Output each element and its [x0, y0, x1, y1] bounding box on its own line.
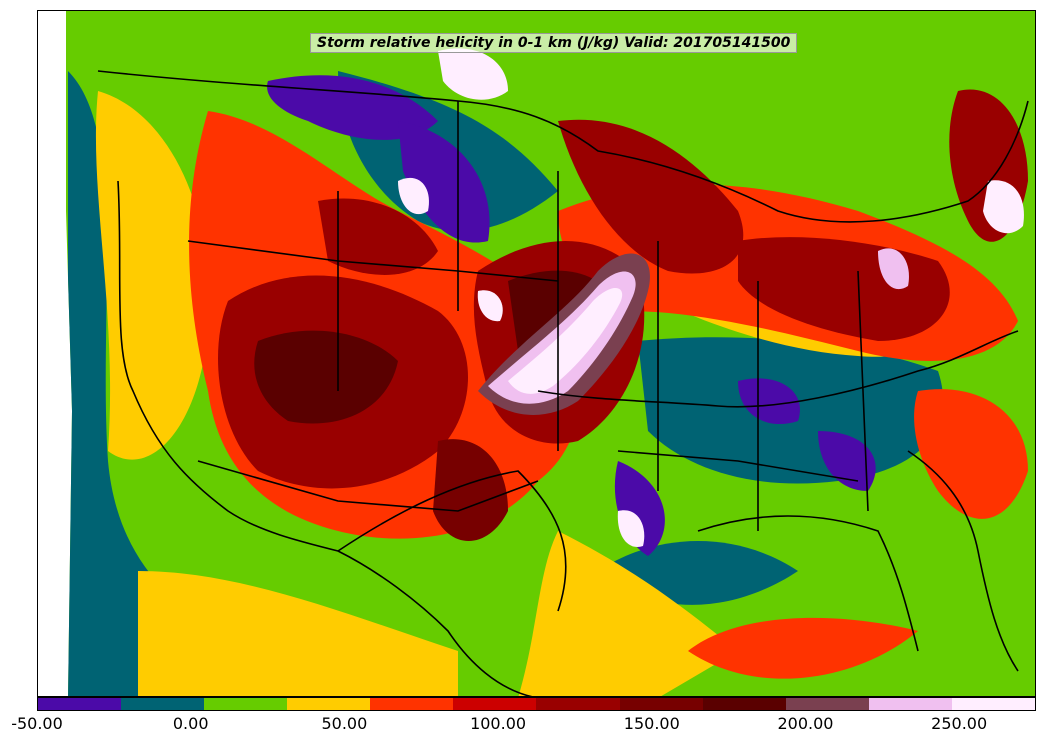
field-teal-west — [68, 71, 298, 696]
border-us-mexico-line — [117, 180, 533, 696]
colorbar-tick-label: 150.00 — [623, 714, 680, 733]
colorbar-segment — [702, 698, 786, 710]
field-red-atlantic — [914, 389, 1028, 519]
field-white-canada — [438, 48, 508, 100]
colorbar — [37, 697, 1036, 711]
field-purple-ky — [738, 378, 800, 425]
field-purple-nd — [398, 121, 490, 243]
helicity-field — [66, 11, 1035, 696]
border-texas — [337, 470, 567, 612]
colorbar-segment — [204, 698, 288, 710]
colorbar-segment — [287, 698, 371, 710]
field-purple-nw — [267, 75, 438, 140]
colorbar-segment — [370, 698, 454, 710]
field-maroon-sw — [254, 330, 398, 424]
field-yellow-mexico — [138, 571, 458, 696]
colorbar-tick-label: 200.00 — [777, 714, 834, 733]
border-line-mid — [537, 330, 1019, 408]
border-us-canada — [97, 70, 1029, 223]
field-white-nd — [398, 177, 429, 215]
colorbar-segment — [868, 698, 952, 710]
colorbar-segment — [951, 698, 1035, 710]
colorbar-segment — [785, 698, 869, 710]
field-white-ks — [508, 288, 623, 394]
colorbar-segment — [619, 698, 703, 710]
field-darkred-mn — [558, 119, 744, 274]
field-darkred-tx — [433, 439, 508, 541]
colorbar-segment — [38, 698, 122, 710]
colorbar-tick-label: 100.00 — [470, 714, 527, 733]
border-gulf-coast — [697, 515, 919, 652]
boundary-lines — [97, 70, 1029, 696]
border-lines-south — [197, 450, 859, 512]
colorbar-tick-label: 50.00 — [321, 714, 368, 733]
helicity-map — [66, 11, 1035, 696]
map-title: Storm relative helicity in 0-1 km (J/kg)… — [310, 33, 798, 53]
field-yellow-texas — [518, 531, 738, 696]
border-line-north — [187, 240, 559, 282]
colorbar-tick-label: -50.00 — [11, 714, 63, 733]
border-atlantic-coast — [907, 450, 1019, 672]
colorbar-tick-label: 250.00 — [931, 714, 988, 733]
field-white-maine — [983, 180, 1024, 234]
map-plot-area: Storm relative helicity in 0-1 km (J/kg)… — [37, 10, 1036, 697]
field-darkred-wy — [318, 198, 438, 275]
field-pink-pa — [878, 248, 909, 290]
field-purple-ga — [818, 431, 876, 491]
colorbar-segment — [453, 698, 537, 710]
colorbar-segment — [536, 698, 620, 710]
field-yellow-west — [95, 91, 210, 460]
field-white-ne — [477, 290, 503, 322]
colorbar-segment — [121, 698, 205, 710]
field-white-la — [617, 510, 645, 547]
colorbar-tick-label: 0.00 — [172, 714, 209, 733]
border-lines-vertical — [337, 101, 869, 531]
field-red-gulf — [688, 617, 918, 679]
